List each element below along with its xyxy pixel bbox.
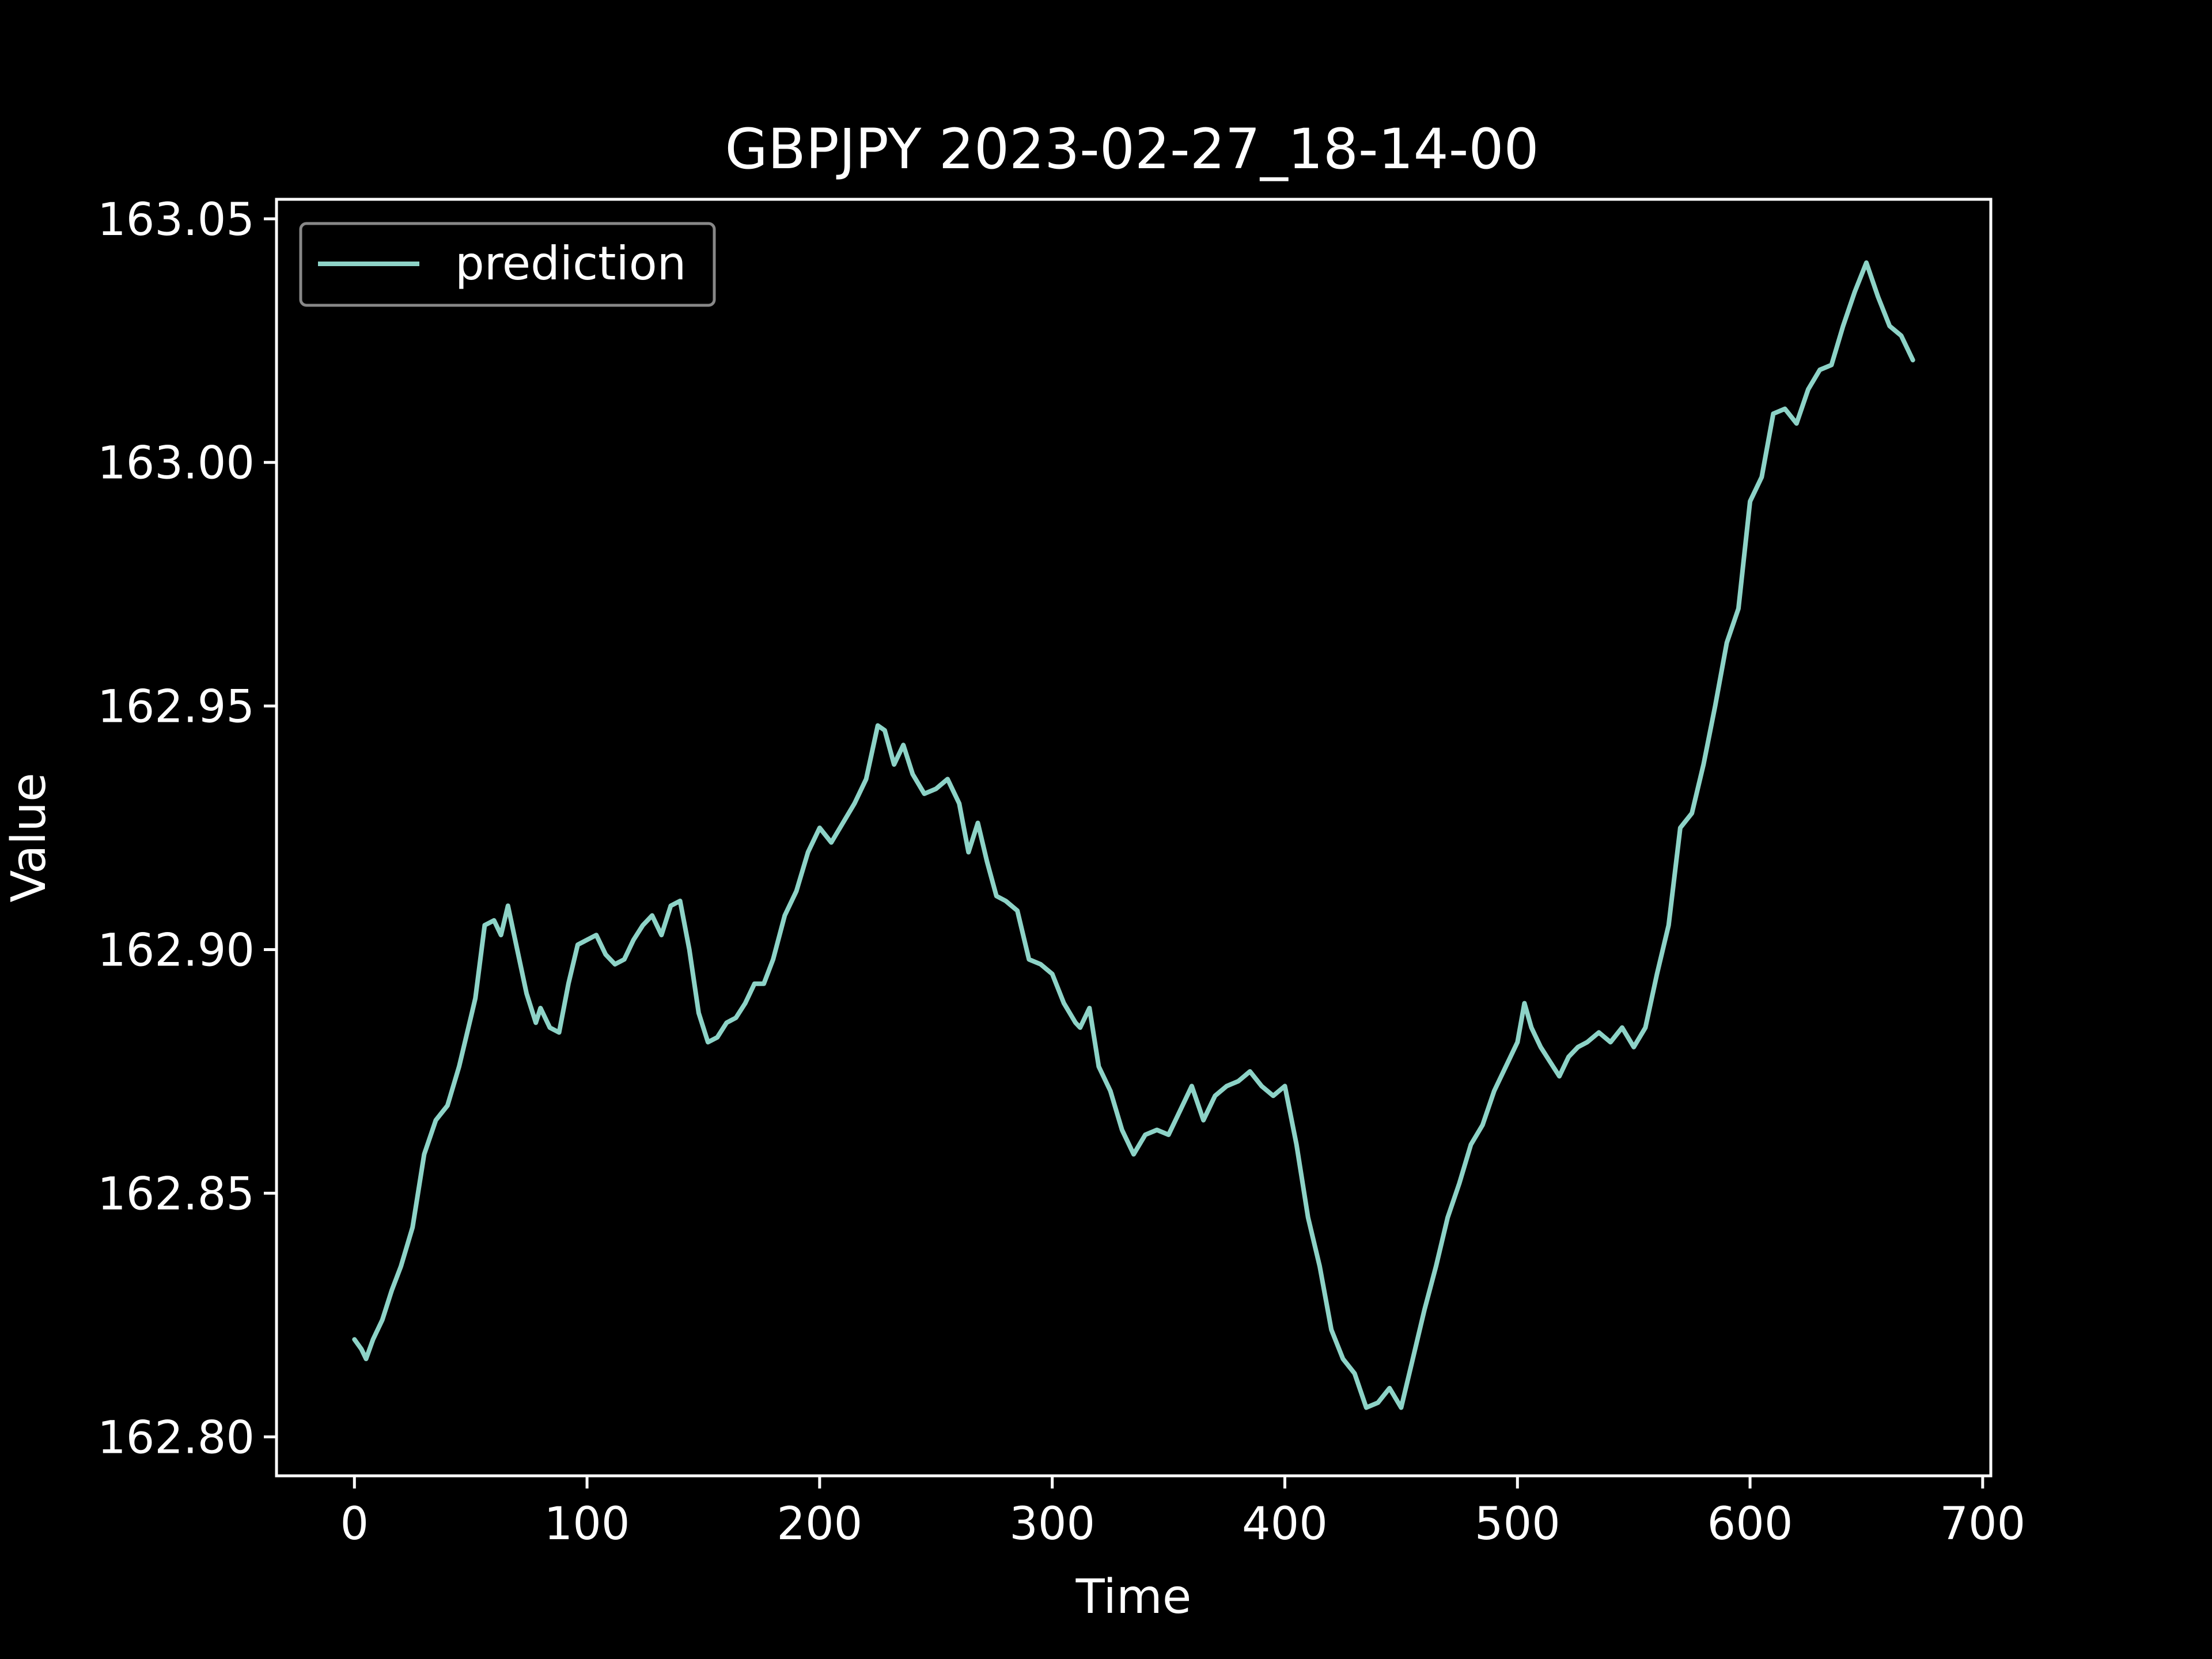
y-tick-label: 162.95 [97, 681, 255, 733]
x-tick-label: 500 [1475, 1498, 1560, 1550]
x-tick-label: 0 [340, 1498, 369, 1550]
axes-frame [275, 198, 1993, 1478]
y-axis-label: Value [2, 772, 56, 902]
x-tick-label: 700 [1940, 1498, 2025, 1550]
plot-area: 0 100 200 300 400 500 600 700 162.80 162.85 162.9… [97, 194, 2025, 1550]
x-tick-label: 400 [1242, 1498, 1328, 1550]
x-axis-label: Time [1075, 1570, 1192, 1624]
series-line-prediction [352, 260, 1915, 1410]
x-axis-ticks: 0 100 200 300 400 500 600 700 [340, 1476, 2025, 1550]
x-tick-label: 300 [1009, 1498, 1095, 1550]
legend: prediction [299, 222, 716, 307]
legend-box [299, 222, 716, 307]
y-tick-label: 163.00 [97, 438, 255, 490]
x-tick-label: 200 [777, 1498, 862, 1550]
y-tick-label: 162.90 [97, 925, 255, 977]
y-tick-label: 163.05 [97, 194, 255, 246]
y-tick-label: 162.85 [97, 1168, 255, 1220]
x-tick-label: 600 [1707, 1498, 1793, 1550]
chart-title: GBPJPY 2023-02-27_18-14-00 [725, 117, 1539, 181]
y-axis-ticks: 162.80 162.85 162.90 162.95 163.00 163.05 [97, 194, 276, 1464]
y-tick-label: 162.80 [97, 1412, 255, 1464]
legend-label-prediction: prediction [455, 237, 686, 290]
x-tick-label: 100 [544, 1498, 630, 1550]
